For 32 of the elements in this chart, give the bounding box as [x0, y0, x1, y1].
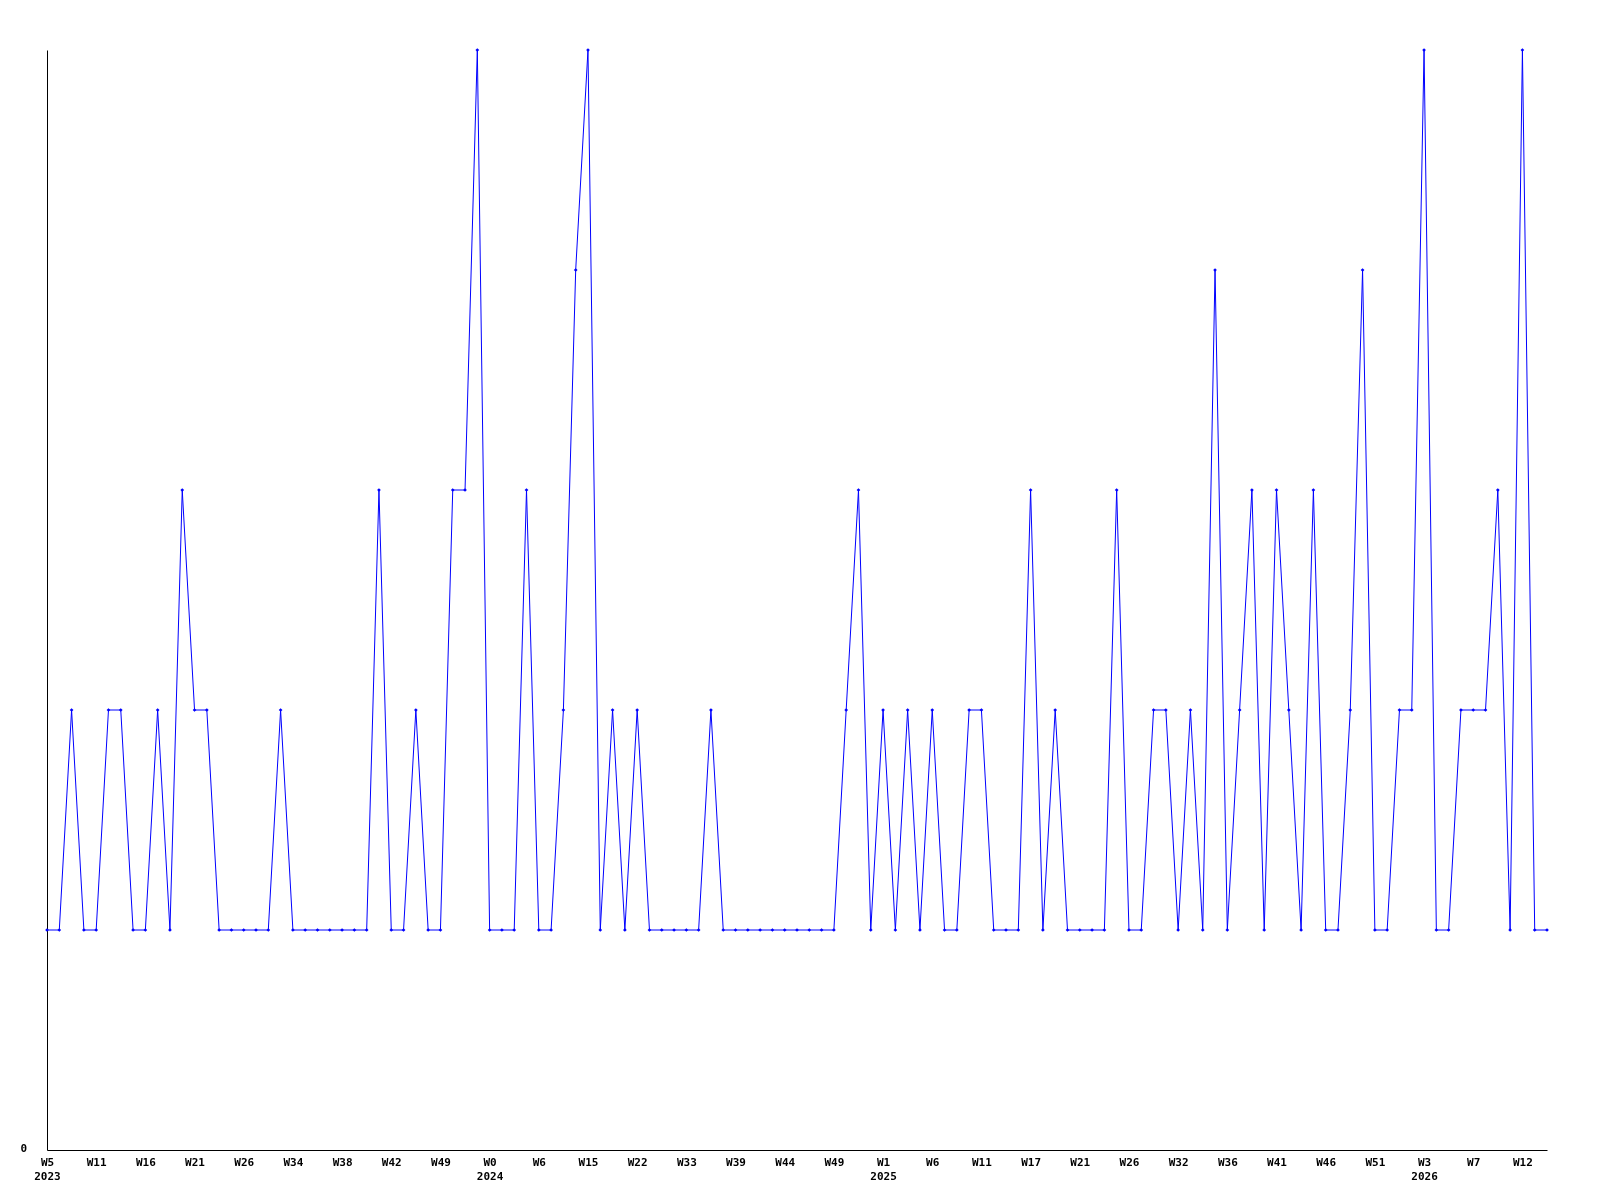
x-tick-label: W41: [1267, 1155, 1288, 1169]
x-tick-label: W6: [926, 1155, 940, 1169]
x-tick-label: W21: [185, 1155, 206, 1169]
x-tick-label: W49: [431, 1155, 451, 1169]
x-tick-label: W38: [332, 1155, 353, 1169]
x-tick-label: W46: [1316, 1155, 1337, 1169]
x-tick-label: W0 2024: [476, 1155, 504, 1183]
x-tick-label: W51: [1365, 1155, 1386, 1169]
x-tick-label: W49: [824, 1155, 845, 1169]
x-tick-label: W32: [1168, 1155, 1189, 1169]
x-tick-label: W17: [1021, 1155, 1042, 1169]
x-tick-label: W3 2026: [1411, 1155, 1439, 1183]
x-tick-label: W1 2025: [870, 1155, 897, 1183]
x-tick-label: W5 2023: [34, 1155, 61, 1183]
x-tick-label: W6: [532, 1155, 547, 1169]
x-tick-label: W16: [135, 1155, 157, 1169]
x-tick-label: W36: [1217, 1155, 1239, 1169]
x-tick-label: W11: [86, 1155, 107, 1169]
x-tick-label: W33: [676, 1155, 697, 1169]
x-tick-label: W39: [726, 1155, 746, 1169]
x-tick-label: W42: [381, 1155, 402, 1169]
x-tick-label: W11: [971, 1155, 993, 1169]
x-tick-label: W15: [578, 1155, 599, 1169]
text: 0: [20, 1142, 27, 1155]
x-tick-label: W26: [234, 1155, 255, 1169]
x-tick-label: W12: [1512, 1155, 1533, 1169]
x-tick-label: W34: [283, 1155, 304, 1169]
x-tick-label: W22: [627, 1155, 648, 1169]
x-tick-label: W21: [1070, 1155, 1091, 1169]
x-tick-label: W26: [1119, 1155, 1140, 1169]
x-tick-label: W7: [1467, 1155, 1481, 1169]
x-tick-label: W44: [775, 1155, 796, 1169]
